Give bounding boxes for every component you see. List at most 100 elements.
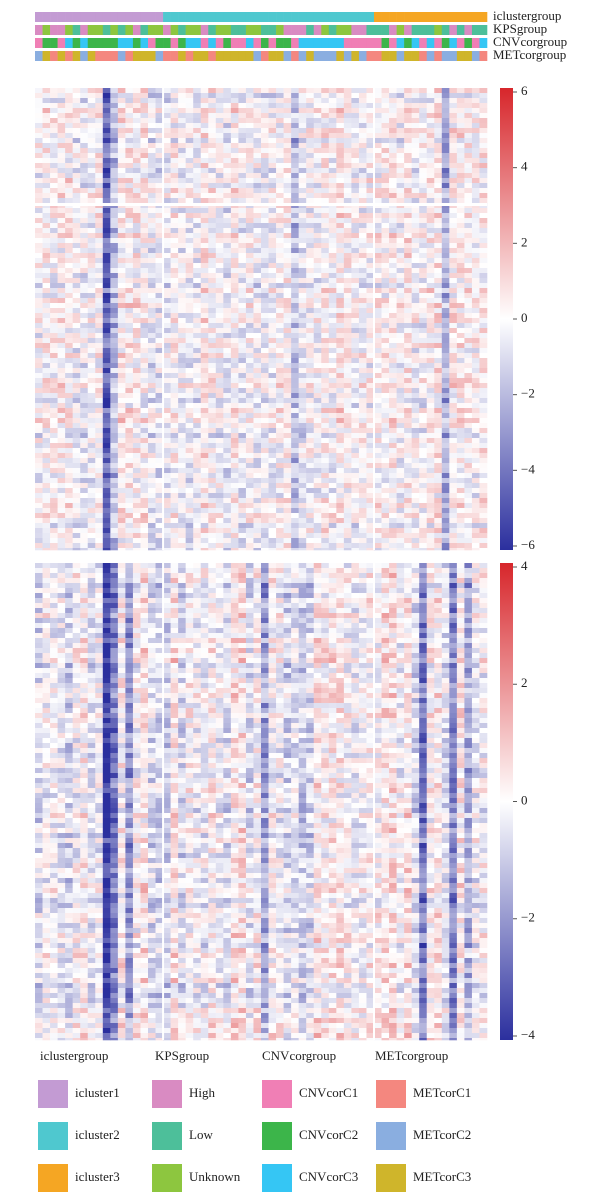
heatmap-cell bbox=[313, 408, 322, 414]
heatmap-cell bbox=[72, 103, 81, 109]
heatmap-cell bbox=[140, 348, 149, 354]
heatmap-cell bbox=[185, 233, 194, 239]
heatmap-cell bbox=[223, 393, 232, 399]
heatmap-cell bbox=[87, 428, 96, 434]
heatmap-cell bbox=[72, 373, 81, 379]
heatmap-cell bbox=[456, 308, 465, 314]
heatmap-cell bbox=[449, 233, 458, 239]
heatmap-cell bbox=[102, 143, 111, 149]
heatmap-cell bbox=[268, 378, 277, 384]
heatmap-cell bbox=[117, 128, 126, 134]
heatmap-cell bbox=[358, 303, 367, 309]
heatmap-cell bbox=[419, 98, 428, 104]
heatmap-cell bbox=[102, 423, 111, 429]
heatmap-cell bbox=[72, 388, 81, 394]
heatmap-cell bbox=[366, 183, 375, 189]
heatmap-cell bbox=[276, 448, 284, 454]
heatmap-cell bbox=[261, 268, 269, 274]
heatmap-cell bbox=[268, 318, 277, 324]
heatmap-cell bbox=[328, 378, 337, 384]
heatmap-cell bbox=[95, 413, 104, 419]
heatmap-cell bbox=[200, 363, 209, 369]
heatmap-cell bbox=[148, 273, 156, 279]
annotation-cell bbox=[65, 51, 73, 61]
heatmap-cell bbox=[389, 238, 397, 244]
heatmap-cell bbox=[57, 138, 66, 144]
heatmap-cell bbox=[411, 468, 420, 474]
heatmap-cell bbox=[208, 153, 217, 159]
heatmap-cell bbox=[464, 133, 473, 139]
heatmap-cell bbox=[35, 153, 43, 159]
heatmap-cell bbox=[163, 458, 171, 464]
heatmap-cell bbox=[140, 103, 149, 109]
heatmap-cell bbox=[283, 458, 292, 464]
heatmap-cell bbox=[404, 178, 412, 184]
heatmap-cell bbox=[351, 98, 360, 104]
heatmap-cell bbox=[464, 473, 473, 479]
heatmap-cell bbox=[358, 463, 367, 469]
annotation-cell bbox=[283, 38, 292, 48]
heatmap-cell bbox=[178, 453, 186, 459]
heatmap-cell bbox=[479, 253, 488, 259]
heatmap-cell bbox=[471, 438, 480, 444]
heatmap-cell bbox=[230, 113, 239, 119]
heatmap-cell bbox=[80, 158, 89, 164]
heatmap-cell bbox=[95, 133, 104, 139]
heatmap-cell bbox=[389, 363, 397, 369]
annotation-cell bbox=[140, 12, 149, 22]
heatmap-cell bbox=[291, 348, 299, 354]
heatmap-cell bbox=[268, 313, 277, 319]
heatmap-cell bbox=[471, 238, 480, 244]
heatmap-cell bbox=[223, 253, 232, 259]
heatmap-cell bbox=[117, 393, 126, 399]
heatmap-cell bbox=[321, 143, 330, 149]
heatmap-cell bbox=[411, 413, 420, 419]
heatmap-cell bbox=[148, 93, 156, 99]
annotation-cell bbox=[238, 51, 247, 61]
heatmap-cell bbox=[95, 468, 104, 474]
heatmap-cell bbox=[230, 218, 239, 224]
heatmap-cell bbox=[253, 353, 262, 359]
heatmap-cell bbox=[389, 98, 397, 104]
heatmap-cell bbox=[434, 338, 443, 344]
heatmap-cell bbox=[87, 398, 96, 404]
heatmap-cell bbox=[343, 173, 352, 179]
heatmap-cell bbox=[471, 303, 480, 309]
heatmap-cell bbox=[434, 148, 443, 154]
heatmap-cell bbox=[366, 113, 375, 119]
heatmap-cell bbox=[426, 253, 435, 259]
heatmap-cell bbox=[102, 193, 111, 199]
heatmap-cell bbox=[261, 98, 269, 104]
heatmap-cell bbox=[313, 328, 322, 334]
heatmap-cell bbox=[95, 363, 104, 369]
heatmap-cell bbox=[253, 223, 262, 229]
heatmap-cell bbox=[313, 463, 322, 469]
heatmap-cell bbox=[479, 278, 488, 284]
heatmap-cell bbox=[65, 253, 73, 259]
heatmap-cell bbox=[449, 313, 458, 319]
heatmap-cell bbox=[87, 178, 96, 184]
heatmap-cell bbox=[117, 308, 126, 314]
heatmap-cell bbox=[313, 468, 322, 474]
heatmap-cell bbox=[65, 108, 73, 114]
heatmap-cell bbox=[276, 178, 284, 184]
heatmap-cell bbox=[268, 388, 277, 394]
heatmap-cell bbox=[464, 273, 473, 279]
heatmap-cell bbox=[268, 248, 277, 254]
heatmap-cell bbox=[155, 93, 164, 99]
heatmap-cell bbox=[185, 373, 194, 379]
heatmap-cell bbox=[358, 428, 367, 434]
annotation-cell bbox=[223, 38, 232, 48]
heatmap-cell bbox=[343, 218, 352, 224]
heatmap-cell bbox=[185, 423, 194, 429]
heatmap-cell bbox=[396, 163, 405, 169]
heatmap-cell bbox=[471, 433, 480, 439]
annotation-cell bbox=[268, 12, 277, 22]
heatmap-cell bbox=[35, 158, 43, 164]
heatmap-cell bbox=[125, 368, 134, 374]
heatmap-cell bbox=[276, 218, 284, 224]
heatmap-cell bbox=[298, 113, 307, 119]
heatmap-cell bbox=[426, 363, 435, 369]
heatmap-cell bbox=[155, 338, 164, 344]
heatmap-cell bbox=[110, 148, 119, 154]
